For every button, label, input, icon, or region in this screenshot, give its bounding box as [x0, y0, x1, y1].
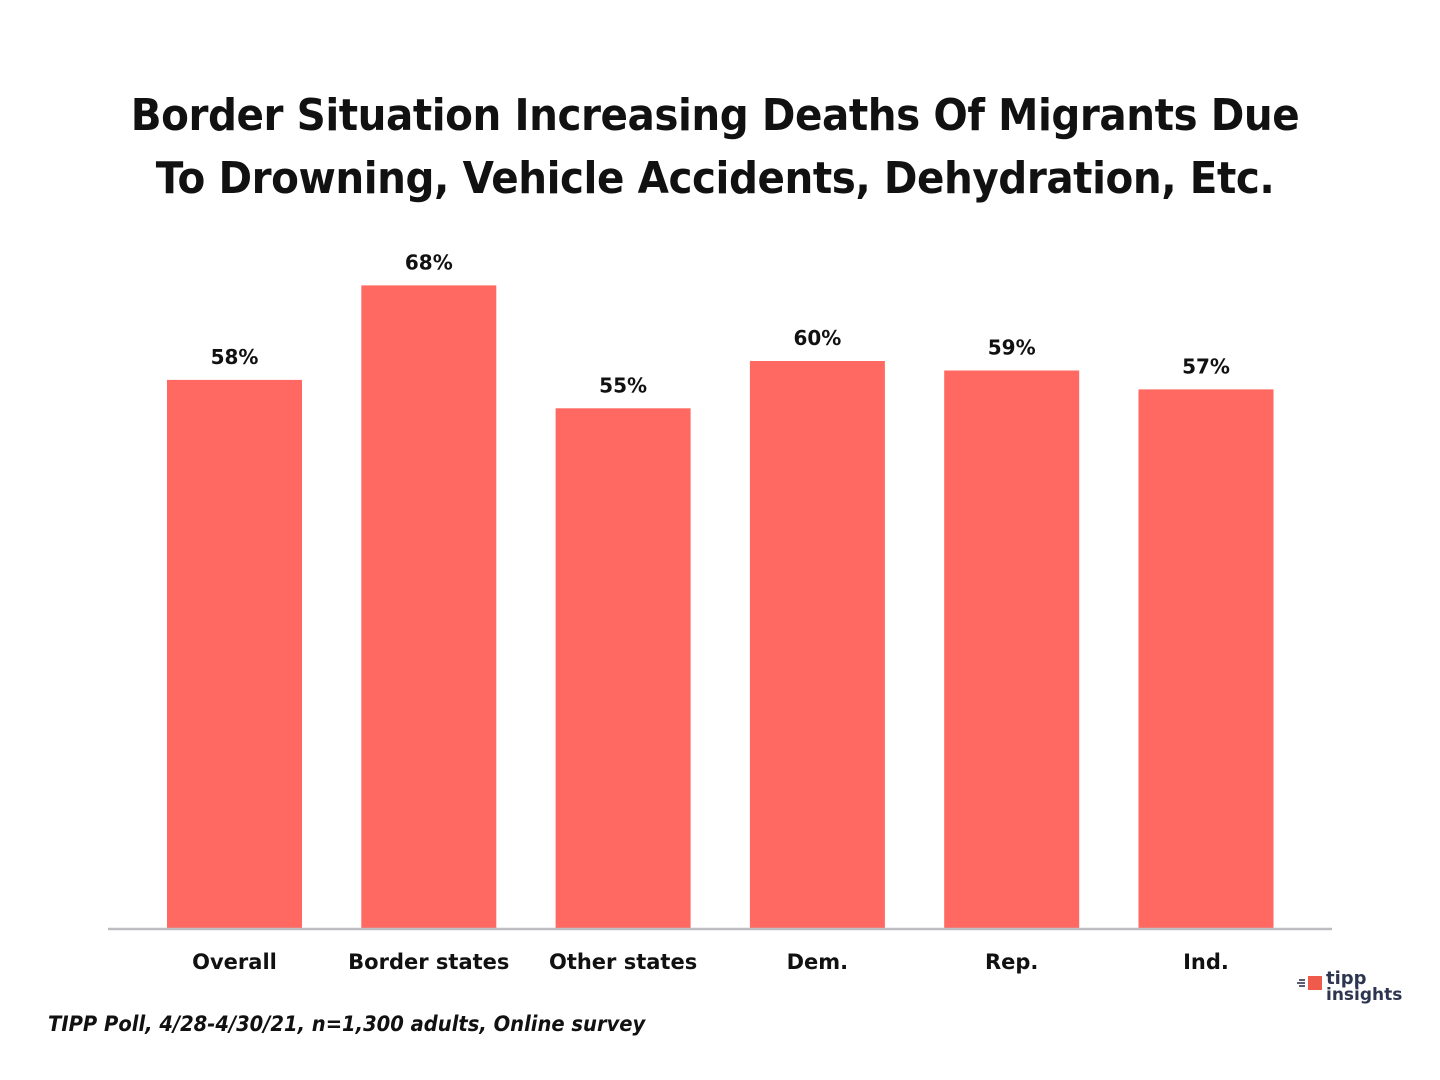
data-label: 60%: [793, 326, 841, 350]
chart-title-line-2: To Drowning, Vehicle Accidents, Dehydrat…: [155, 153, 1275, 204]
source-note: TIPP Poll, 4/28-4/30/21, n=1,300 adults,…: [48, 1012, 646, 1036]
bar-ind: [1138, 389, 1274, 928]
tipp-insights-logo: tipp insights: [1296, 970, 1406, 1010]
data-labels-group: 58% 68% 55% 60% 59% 57%: [211, 250, 1230, 397]
bar-overall: [167, 379, 302, 928]
bar-other-states: [555, 408, 691, 929]
category-label: Rep.: [985, 950, 1038, 974]
category-labels-group: Overall Border states Other states Dem. Rep.…: [192, 950, 1229, 974]
category-label: Border states: [348, 950, 509, 974]
data-label: 57%: [1182, 354, 1230, 378]
category-label: Dem.: [787, 950, 849, 974]
category-label: Ind.: [1183, 950, 1229, 974]
bars-group: [167, 285, 1274, 929]
logo-mark-icon: [1297, 976, 1322, 990]
data-label: 68%: [405, 250, 453, 274]
bar-dem: [749, 361, 885, 928]
bar-border-states: [361, 285, 497, 928]
logo-text-tipp: tipp: [1326, 968, 1367, 989]
chart-title: Border Situation Increasing Deaths Of Mi…: [57, 84, 1373, 210]
logo-text-insights: insights: [1326, 985, 1403, 1005]
category-label: Overall: [192, 950, 277, 974]
data-label: 59%: [988, 336, 1036, 360]
data-label: 58%: [211, 345, 259, 369]
data-label: 55%: [599, 373, 647, 397]
bar-rep: [944, 370, 1080, 928]
chart-title-line-1: Border Situation Increasing Deaths Of Mi…: [130, 90, 1300, 141]
category-label: Other states: [549, 950, 697, 974]
